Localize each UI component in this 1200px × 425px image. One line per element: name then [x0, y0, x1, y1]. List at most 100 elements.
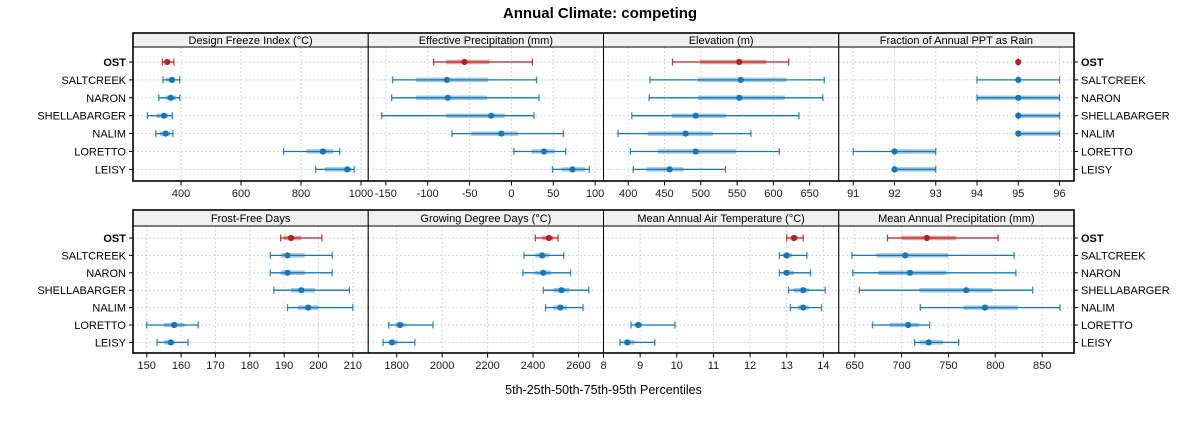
strip-title: Effective Precipitation (mm)	[419, 35, 553, 47]
series-nalim	[617, 130, 752, 138]
site-label-right-shellabarger: SHELLABARGER	[1081, 285, 1170, 297]
median-dot	[167, 339, 174, 346]
median-dot	[488, 112, 495, 119]
axis-tick-label: 91	[847, 188, 859, 200]
panel-bg	[838, 47, 1074, 181]
median-dot	[666, 166, 673, 173]
site-label-right-saltcreek: SALTCREEK	[1081, 75, 1146, 87]
axis-tick-label: 210	[344, 360, 362, 372]
series-shellabarger	[380, 112, 535, 120]
median-dot	[305, 304, 312, 311]
strip-title: Frost-Free Days	[211, 213, 291, 225]
median-dot	[790, 234, 798, 242]
axis-tick-label: 800	[986, 360, 1004, 372]
panel-elevation-m: Elevation (m) 400 450 500 550 600 650	[603, 32, 840, 200]
axis-tick-label: 450	[655, 188, 673, 200]
median-dot	[164, 58, 171, 66]
axis-tick-label: 10	[671, 360, 683, 372]
site-label-right-nalim: NALIM	[1081, 129, 1115, 141]
median-dot	[1015, 58, 1022, 66]
series-loretto	[513, 148, 567, 155]
series-loretto	[871, 321, 931, 329]
site-label-left-shellabarger: SHELLABARGER	[37, 111, 126, 123]
median-dot	[963, 287, 970, 294]
strip-title: Elevation (m)	[689, 35, 754, 47]
series-loretto	[629, 148, 780, 155]
panel-bg	[133, 226, 369, 353]
axis-tick-label: -50	[462, 188, 478, 200]
median-dot	[168, 76, 176, 83]
axis-tick-label: 500	[692, 188, 710, 200]
site-label-right-naron: NARON	[1081, 268, 1121, 280]
series-saltcreek	[269, 251, 333, 259]
panel-growing-degree-days-c: Growing Degree Days (°C) 1800 2000 2200 2400…	[367, 209, 604, 372]
site-label-left-nalim: NALIM	[92, 129, 126, 141]
axis-tick-label: 850	[1033, 360, 1051, 372]
panel-mean-annual-air-temperature-c: Mean Annual Air Temperature (°C) 8 9 10 11 12…	[600, 209, 840, 372]
site-label-left-leisy: LEISY	[95, 164, 127, 176]
series-leisy	[891, 165, 937, 173]
site-label-left-nalim: NALIM	[92, 303, 126, 315]
axis-tick-label: 190	[275, 360, 293, 372]
axis-tick-label: 1800	[384, 360, 408, 372]
median-dot	[545, 234, 553, 242]
axis-tick-label: -100	[417, 188, 439, 200]
axis-tick-label: 550	[728, 188, 746, 200]
median-dot	[287, 234, 295, 242]
site-label-left-naron: NARON	[86, 93, 126, 105]
median-dot	[736, 94, 743, 101]
axis-tick-label: 700	[892, 360, 910, 372]
series-ost	[280, 234, 323, 242]
median-dot	[162, 130, 169, 137]
panel-bg	[603, 226, 839, 353]
axis-tick-label: 50	[547, 188, 559, 200]
series-ost	[432, 58, 533, 66]
median-dot	[624, 339, 631, 346]
axis-tick-label: 14	[817, 360, 829, 372]
series-leisy	[156, 338, 189, 346]
series-loretto	[630, 321, 676, 329]
axis-tick-label: 96	[1053, 188, 1065, 200]
series-shellabarger	[858, 286, 1034, 294]
median-dot	[160, 112, 168, 119]
axis-tick-label: 2600	[566, 360, 590, 372]
series-naron	[976, 94, 1061, 102]
series-shellabarger	[631, 112, 800, 120]
median-dot	[298, 287, 305, 294]
series-naron	[522, 269, 572, 277]
median-dot	[498, 130, 505, 137]
series-shellabarger	[542, 286, 590, 294]
site-label-left-loretto: LORETTO	[74, 147, 126, 159]
panel-bg	[838, 226, 1074, 353]
site-label-left-ost: OST	[103, 233, 126, 245]
series-naron	[158, 94, 181, 102]
panel-effective-precipitation-mm: Effective Precipitation (mm) -150 -100 -50 0…	[367, 32, 604, 200]
series-loretto	[282, 148, 341, 155]
site-label-left-leisy: LEISY	[95, 337, 127, 349]
median-dot	[167, 94, 174, 101]
series-saltcreek	[162, 76, 181, 84]
series-ost	[161, 58, 175, 66]
panel-fraction-of-annual-ppt-as-rain: Fraction of Annual PPT as Rain 91 92 93 94 95…	[838, 32, 1075, 200]
series-saltcreek	[976, 76, 1061, 84]
strip-title: Mean Annual Air Temperature (°C)	[637, 213, 804, 225]
series-loretto	[388, 321, 434, 329]
axis-tick-label: 9	[637, 360, 643, 372]
series-nalim	[155, 130, 174, 138]
median-dot	[558, 287, 565, 294]
axis-tick-label: 92	[888, 188, 900, 200]
axis-tick-label: 93	[930, 188, 942, 200]
axis-tick-label: 650	[846, 360, 864, 372]
median-dot	[737, 76, 744, 83]
axis-tick-label: 180	[241, 360, 259, 372]
series-ost	[1015, 58, 1022, 66]
median-dot	[736, 58, 743, 66]
series-nalim	[1015, 130, 1061, 138]
median-dot	[891, 148, 898, 155]
median-dot	[284, 252, 291, 259]
strip-title: Mean Annual Precipitation (mm)	[878, 213, 1035, 225]
panel-bg	[368, 47, 604, 181]
series-leisy	[382, 338, 416, 346]
site-label-left-ost: OST	[103, 57, 126, 69]
